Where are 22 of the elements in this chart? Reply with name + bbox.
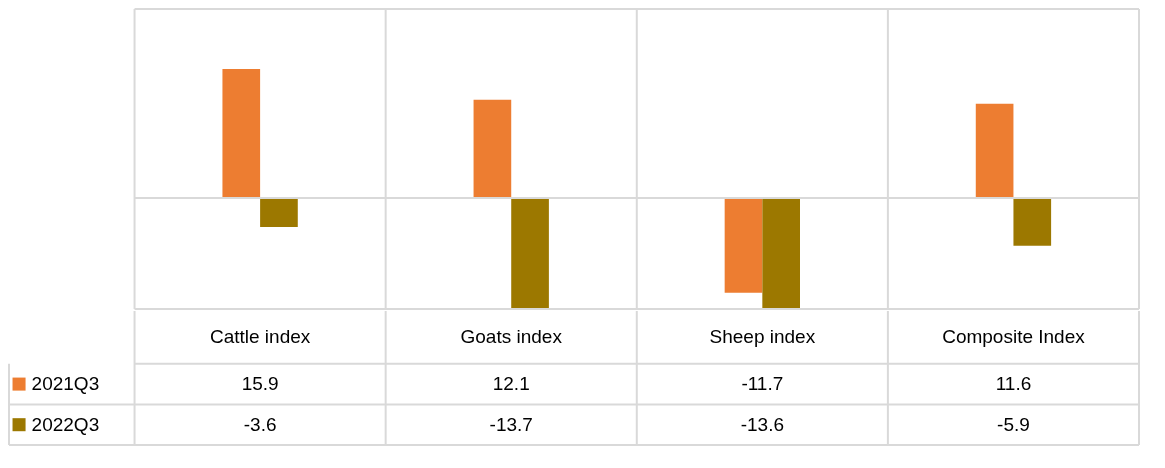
bar [260,197,298,228]
data-label: -13.6 [740,413,784,435]
x-tick-label: Composite Index [942,326,1086,348]
x-tick-label: Sheep index [709,326,816,348]
data-label: -11.7 [741,373,784,395]
legend-label: 2022Q3 [31,413,100,435]
bar [222,69,261,198]
data-label: -3.6 [243,413,277,435]
data-label: -5.9 [997,413,1030,435]
data-label: 11.6 [995,373,1032,395]
bar [473,99,512,198]
bar [724,197,763,293]
data-label: 15.9 [241,373,279,395]
data-label: -13.7 [489,413,533,435]
data-label: 12.1 [492,373,530,395]
bar [762,197,800,309]
bar [511,197,549,309]
bar [1013,197,1052,246]
x-tick-label: Goats index [460,326,563,348]
x-tick-label: Cattle index [209,326,311,348]
bar [975,103,1014,198]
legend-label: 2021Q3 [31,373,100,395]
